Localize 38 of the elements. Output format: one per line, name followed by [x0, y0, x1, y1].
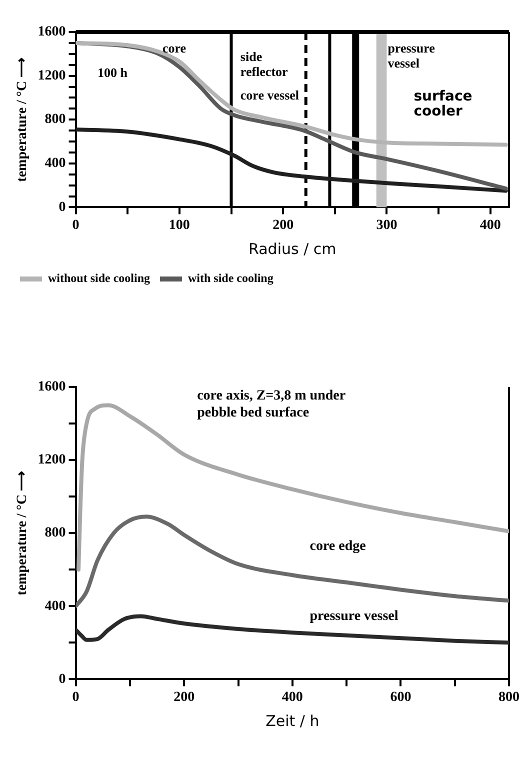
y-tick-label: 1200: [38, 68, 66, 84]
text: core axis, Z=3,8 m under pebble bed surface: [197, 388, 346, 421]
y-axis-title: temperature / °C ⟶: [15, 57, 30, 182]
y-tick-label: 0: [58, 672, 66, 687]
y-tick-label: 1600: [38, 380, 66, 395]
annotation: core: [162, 40, 186, 56]
x-tick-label: 0: [72, 690, 80, 706]
y-tick-label: 400: [44, 598, 66, 614]
y-tick-label: 800: [44, 526, 66, 541]
annotation: surface cooler: [414, 88, 472, 120]
line-series: [76, 403, 509, 572]
y-axis-title: temperature / °C ⟶: [15, 470, 30, 596]
annotation: core vessel: [240, 88, 300, 103]
y-tick-label: 400: [44, 156, 66, 172]
annotation: pressure vessel: [388, 40, 436, 70]
series-label: pressure vessel: [310, 609, 398, 624]
x-axis-title: Zeit / h: [266, 712, 320, 730]
annotation: side reflector: [240, 49, 288, 80]
line-series: [76, 514, 509, 608]
x-tick-label: 400: [282, 690, 303, 706]
x-tick-label: 300: [376, 218, 398, 234]
annotation: 100 h: [97, 64, 128, 80]
x-tick-label: 100: [168, 218, 190, 234]
legend-label: with side cooling: [188, 271, 274, 286]
x-tick-label: 600: [390, 690, 412, 706]
x-tick-label: 0: [72, 218, 80, 234]
x-tick-label: 200: [272, 218, 294, 234]
y-tick-label: 800: [44, 112, 66, 128]
series-label: core edge: [310, 539, 366, 554]
x-tick-label: 200: [174, 690, 195, 706]
x-tick-label: 800: [498, 690, 520, 706]
y-tick-label: 1600: [38, 24, 66, 40]
x-axis-title: Radius / cm: [248, 240, 336, 258]
line-series: [76, 127, 508, 193]
x-tick-label: 400: [480, 218, 501, 234]
y-tick-label: 0: [58, 200, 66, 215]
y-tick-label: 1200: [38, 452, 66, 468]
legend-label: without side cooling: [48, 271, 150, 286]
